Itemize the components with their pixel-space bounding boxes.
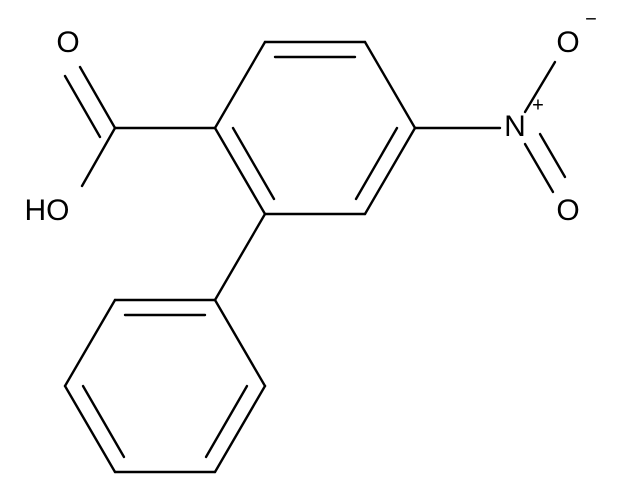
charge-label: − bbox=[585, 8, 597, 30]
charge-label: + bbox=[532, 94, 544, 116]
atom-labels: O HO N + O − O bbox=[25, 8, 597, 227]
bond bbox=[363, 40, 417, 130]
bond bbox=[523, 142, 555, 194]
bonds bbox=[63, 40, 567, 474]
bond bbox=[63, 298, 117, 388]
atom-label: O bbox=[556, 26, 579, 59]
bond bbox=[213, 298, 267, 388]
bond bbox=[213, 40, 267, 130]
bond bbox=[354, 126, 399, 201]
bond bbox=[213, 126, 267, 216]
bond bbox=[63, 384, 117, 474]
bond bbox=[538, 132, 567, 179]
atom-label: O bbox=[56, 26, 79, 59]
bond bbox=[213, 384, 267, 474]
bond bbox=[213, 212, 267, 302]
atom-label: N bbox=[504, 110, 526, 143]
bond bbox=[81, 384, 126, 459]
bond bbox=[78, 65, 117, 130]
bond bbox=[204, 384, 249, 459]
bond bbox=[63, 74, 102, 139]
bond bbox=[363, 126, 417, 216]
bond bbox=[80, 126, 117, 188]
bond bbox=[523, 60, 557, 114]
atom-label: HO bbox=[25, 194, 70, 227]
bond bbox=[231, 126, 276, 201]
atom-label: O bbox=[556, 194, 579, 227]
